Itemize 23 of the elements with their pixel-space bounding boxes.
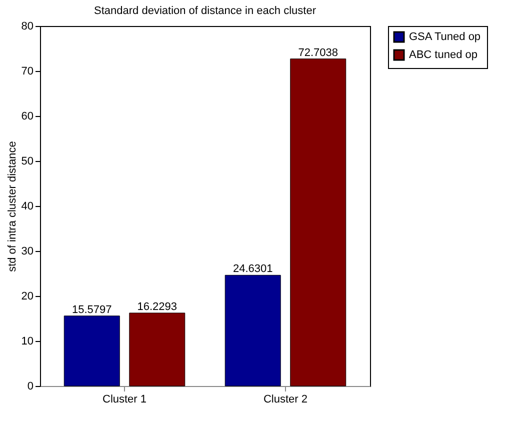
y-tick-label: 80 — [21, 20, 34, 32]
data-label: 24.6301 — [232, 263, 273, 276]
bar — [64, 316, 120, 386]
y-axis-title: std of intra cluster distance — [6, 141, 18, 272]
legend-label: ABC tuned op — [409, 49, 478, 61]
y-tick-label: 20 — [21, 290, 34, 302]
bar — [129, 312, 186, 386]
data-label: 15.5797 — [72, 304, 112, 316]
y-tick-label: 70 — [21, 66, 34, 78]
bar — [224, 274, 281, 386]
y-tick-label: 0 — [27, 380, 34, 392]
y-tick-label: 50 — [21, 156, 34, 168]
data-label: 72.7038 — [298, 46, 338, 59]
bar — [290, 58, 346, 386]
data-label: 16.2293 — [137, 300, 178, 313]
y-tick-label: 40 — [21, 200, 34, 212]
x-tick-label: Cluster 2 — [263, 394, 308, 406]
y-tick-label: 60 — [21, 110, 34, 122]
y-tick-label: 10 — [21, 336, 34, 348]
legend-label: GSA Tuned op — [409, 31, 481, 43]
y-tick-label: 30 — [21, 246, 34, 258]
chart-title: Standard deviation of distance in each cluster — [94, 5, 316, 17]
x-tick-label: Cluster 1 — [102, 394, 147, 406]
